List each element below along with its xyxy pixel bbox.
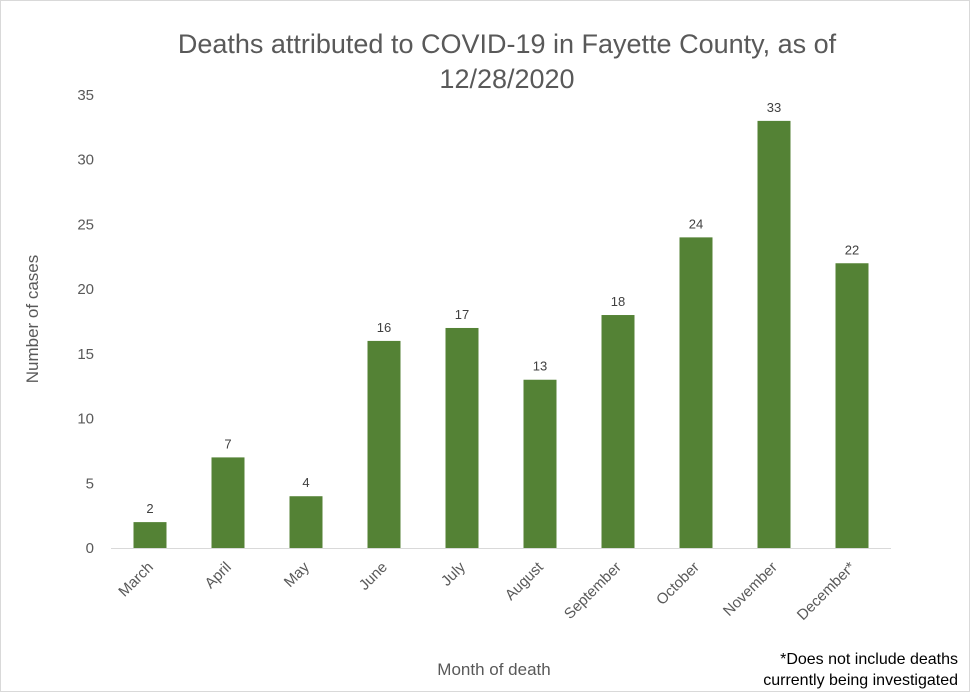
chart-title-line-2: 12/28/2020 (439, 64, 574, 94)
data-label: 17 (455, 307, 469, 322)
y-tick-label: 20 (77, 281, 94, 298)
bar (445, 327, 479, 548)
chart-title-line-1: Deaths attributed to COVID-19 in Fayette… (178, 29, 837, 59)
y-tick-label: 10 (77, 411, 94, 428)
data-labels: 2 7 4 16 17 13 18 24 33 22 (146, 100, 859, 516)
y-tick-label: 5 (86, 475, 94, 492)
data-label: 18 (611, 294, 625, 309)
x-tick-label: August (502, 558, 548, 604)
x-tick-label: March (115, 559, 156, 600)
x-tick-label: June (356, 559, 391, 594)
y-axis-title: Number of cases (23, 255, 42, 384)
y-axis: 0 5 10 15 20 25 30 35 (77, 87, 94, 557)
data-label: 16 (377, 320, 391, 335)
x-tick-label: December* (794, 559, 859, 624)
bar (367, 340, 401, 548)
bar (679, 237, 713, 548)
data-label: 24 (689, 216, 703, 231)
bar (835, 263, 869, 548)
x-axis: March April May June July August September Octo… (115, 558, 859, 624)
x-tick-label: November (720, 559, 781, 620)
x-tick-label: July (438, 558, 469, 589)
data-label: 22 (845, 242, 859, 257)
bar (289, 496, 323, 548)
y-tick-label: 25 (77, 216, 94, 233)
y-tick-label: 0 (86, 540, 94, 557)
footnote-line-2: currently being investigated (763, 672, 958, 689)
x-tick-label: April (202, 559, 235, 592)
x-axis-title: Month of death (437, 660, 550, 679)
bar (757, 120, 791, 548)
data-label: 33 (767, 100, 781, 115)
bar-series (133, 120, 869, 548)
y-tick-label: 35 (77, 87, 94, 104)
x-tick-label: October (653, 559, 703, 609)
bar (523, 379, 557, 548)
data-label: 2 (146, 501, 153, 516)
data-label: 13 (533, 359, 547, 374)
bar (211, 457, 245, 548)
footnote-line-1: *Does not include deaths (780, 651, 958, 668)
x-tick-label: September (561, 559, 625, 623)
data-label: 4 (302, 475, 309, 490)
bar (601, 315, 635, 548)
data-label: 7 (224, 436, 231, 451)
bar (133, 522, 167, 548)
y-tick-label: 15 (77, 346, 94, 363)
x-tick-label: May (281, 558, 313, 590)
y-tick-label: 30 (77, 152, 94, 169)
